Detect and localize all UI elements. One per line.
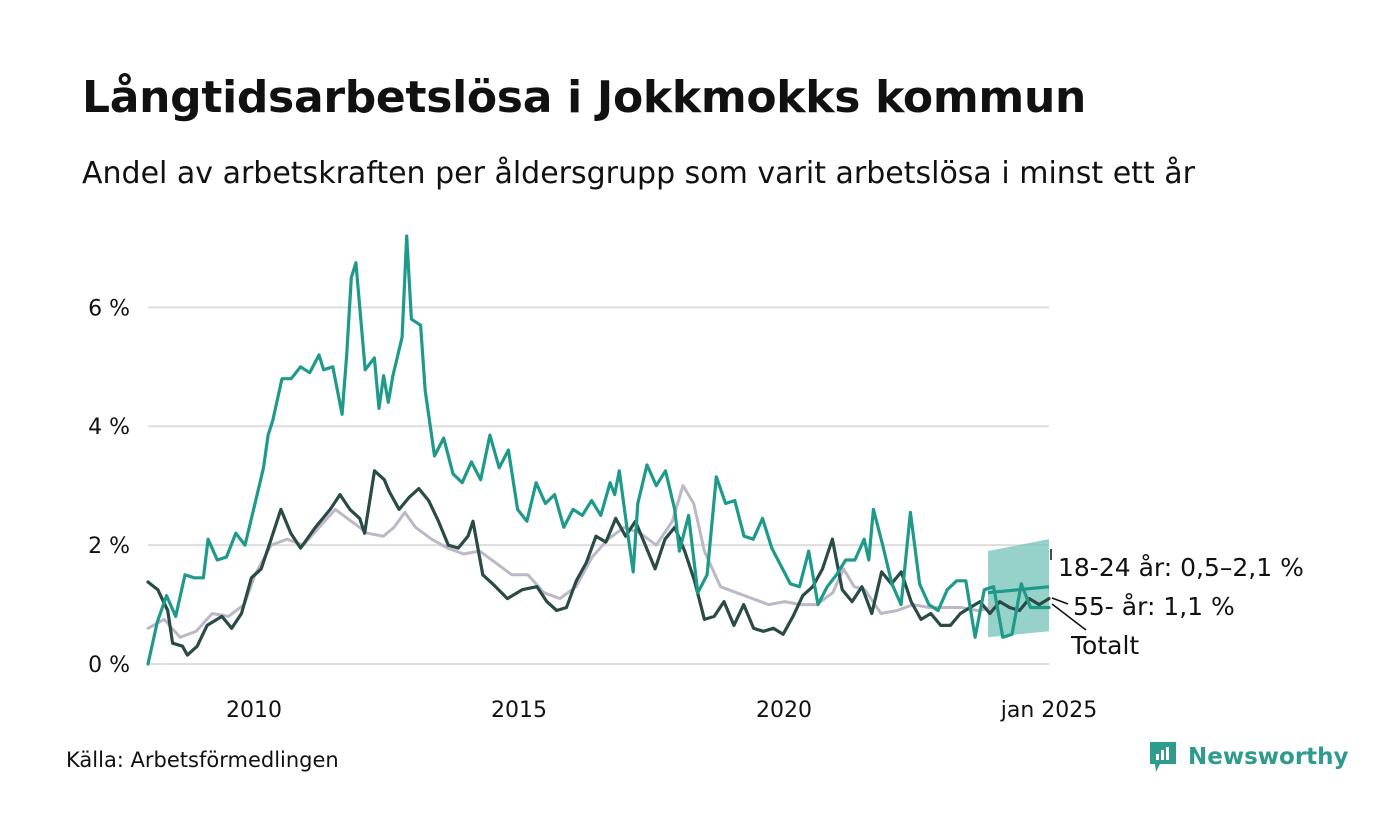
series-line-young bbox=[146, 234, 1051, 666]
y-tick-label: 0 % bbox=[88, 653, 130, 678]
newsworthy-logo-icon bbox=[1150, 742, 1176, 772]
forecast-line-18-24 bbox=[987, 585, 1050, 595]
grid-lines bbox=[148, 306, 1049, 665]
source-note: Källa: Arbetsförmedlingen bbox=[66, 748, 339, 772]
series-line-older bbox=[146, 469, 1051, 657]
series-line-total bbox=[146, 484, 995, 639]
label-55: 55- år: 1,1 % bbox=[1073, 592, 1235, 621]
newsworthy-brand[interactable]: Newsworthy bbox=[1148, 740, 1349, 774]
label-18-24: 18-24 år: 0,5–2,1 % bbox=[1058, 553, 1304, 582]
end-labels: 18-24 år: 0,5–2,1 % 55- år: 1,1 % Totalt bbox=[1050, 549, 1304, 660]
x-tick-label: 2010 bbox=[226, 698, 282, 723]
chart-subtitle: Andel av arbetskraften per åldersgrupp s… bbox=[82, 156, 1195, 191]
axis-labels: 0 % 2 % 4 % 6 % 2010 2015 2020 jan 2025 bbox=[88, 296, 1097, 723]
x-tick-label: jan 2025 bbox=[1000, 698, 1098, 723]
connector-55 bbox=[1051, 597, 1069, 605]
x-tick-label: 2015 bbox=[491, 698, 547, 723]
y-tick-label: 2 % bbox=[88, 534, 130, 559]
connector-totalt bbox=[1051, 603, 1087, 631]
chart-title: Långtidsarbetslösa i Jokkmokks kommun bbox=[82, 72, 1086, 123]
y-tick-label: 4 % bbox=[88, 415, 130, 440]
label-totalt: Totalt bbox=[1070, 631, 1139, 660]
series-lines bbox=[146, 234, 1051, 666]
x-tick-label: 2020 bbox=[756, 698, 812, 723]
y-tick-label: 6 % bbox=[88, 296, 130, 321]
brand-name: Newsworthy bbox=[1188, 744, 1349, 770]
